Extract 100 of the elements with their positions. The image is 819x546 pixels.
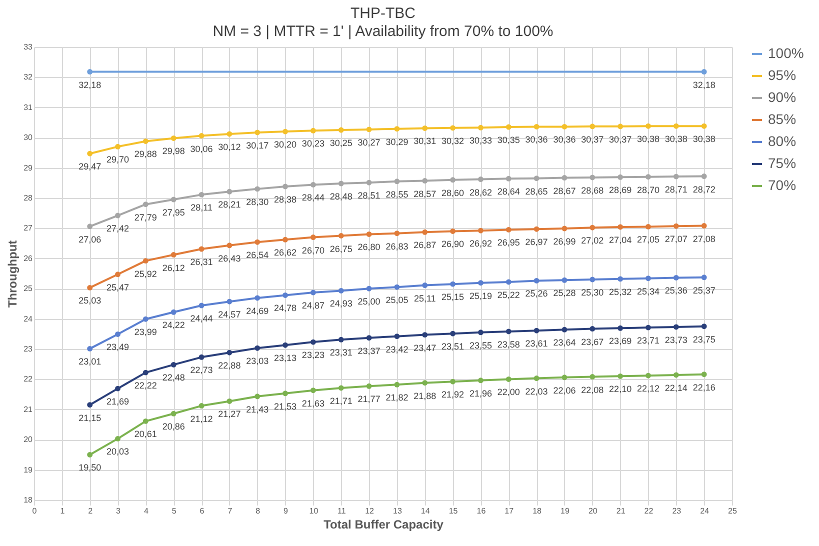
data-label: 30,35 — [497, 135, 520, 146]
data-label: 26,70 — [302, 245, 324, 256]
data-label: 30,06 — [190, 144, 213, 154]
point — [673, 174, 679, 180]
point — [534, 278, 540, 284]
data-label: 23,42 — [386, 344, 408, 354]
data-label: 22,73 — [190, 365, 213, 376]
data-label: 28,64 — [497, 186, 520, 197]
point — [394, 126, 400, 132]
point — [394, 178, 400, 184]
y-tick-label: 33 — [24, 42, 34, 52]
data-label: 25,00 — [358, 296, 380, 307]
point — [394, 230, 400, 236]
point — [701, 69, 707, 74]
data-label: 26,54 — [246, 250, 269, 260]
point — [394, 284, 400, 290]
data-label: 30,12 — [218, 142, 241, 152]
point — [478, 176, 484, 182]
data-label: 25,34 — [636, 286, 660, 296]
point — [198, 403, 204, 409]
x-tick-label: 11 — [337, 506, 346, 516]
data-label: 22,16 — [692, 382, 716, 392]
point — [478, 228, 484, 234]
point — [506, 328, 512, 334]
point — [310, 290, 316, 296]
data-label: 23,01 — [78, 356, 102, 367]
point — [366, 335, 372, 341]
point — [422, 229, 428, 235]
data-label: 21,88 — [414, 390, 436, 401]
point — [87, 346, 93, 352]
x-tick-label: 10 — [309, 506, 319, 516]
point — [310, 339, 316, 345]
data-label: 23,51 — [442, 342, 464, 352]
data-label: 28,44 — [302, 192, 324, 203]
data-label: 21,69 — [106, 396, 130, 407]
point — [198, 246, 204, 252]
data-label: 32,18 — [692, 80, 716, 90]
x-tick-label: 23 — [672, 506, 682, 516]
point — [590, 124, 596, 130]
y-tick-label: 18 — [24, 496, 34, 504]
point — [673, 372, 679, 378]
data-label: 23,37 — [358, 346, 380, 356]
point — [673, 223, 679, 229]
y-tick-label: 29 — [24, 163, 34, 172]
data-label: 26,83 — [386, 241, 408, 252]
y-tick-label: 32 — [24, 72, 34, 82]
y-tick-label: 21 — [24, 404, 34, 414]
point — [254, 239, 260, 245]
data-label: 29,47 — [78, 162, 102, 172]
data-label: 30,23 — [302, 138, 324, 149]
data-label: 25,15 — [442, 292, 464, 302]
point — [450, 378, 456, 384]
point — [618, 174, 624, 180]
point — [534, 176, 540, 182]
legend-label: 85% — [768, 111, 796, 127]
data-label: 28,67 — [553, 186, 576, 196]
point — [87, 69, 93, 74]
y-tick-label: 26 — [24, 254, 34, 263]
data-label: 24,22 — [162, 320, 185, 330]
point — [450, 125, 456, 131]
point — [590, 326, 596, 332]
point — [506, 226, 512, 232]
data-label: 21,63 — [302, 398, 324, 408]
data-label: 26,92 — [469, 238, 492, 249]
data-label: 25,28 — [553, 288, 576, 298]
point — [534, 124, 540, 130]
data-label: 27,79 — [134, 212, 157, 222]
point — [310, 388, 316, 394]
data-label: 21,27 — [218, 409, 241, 420]
point — [673, 274, 679, 280]
data-label: 30,37 — [609, 134, 632, 144]
point — [198, 354, 204, 360]
point — [115, 436, 120, 442]
data-label: 24,93 — [330, 298, 352, 309]
x-tick-label: 24 — [700, 506, 710, 516]
data-label: 27,42 — [106, 224, 130, 234]
point — [673, 123, 679, 129]
point — [562, 124, 568, 130]
data-label: 23,67 — [581, 336, 604, 347]
data-label: 21,15 — [78, 412, 102, 423]
data-label: 25,47 — [106, 282, 130, 292]
point — [282, 236, 288, 242]
data-label: 32,18 — [78, 80, 102, 90]
point — [310, 128, 316, 134]
x-tick-label: 18 — [532, 506, 542, 516]
point — [170, 196, 176, 202]
y-tick-label: 23 — [24, 344, 34, 354]
y-tick-label: 20 — [24, 435, 34, 444]
point — [618, 124, 624, 130]
point — [673, 324, 679, 330]
data-label: 21,53 — [274, 401, 297, 412]
data-label: 29,98 — [162, 146, 185, 156]
point — [254, 345, 260, 351]
data-label: 30,17 — [246, 140, 269, 150]
data-label: 23,23 — [302, 350, 324, 360]
data-label: 30,25 — [330, 138, 352, 148]
point — [534, 376, 540, 382]
point — [170, 309, 176, 315]
data-label: 22,08 — [581, 384, 604, 395]
point — [115, 331, 120, 337]
